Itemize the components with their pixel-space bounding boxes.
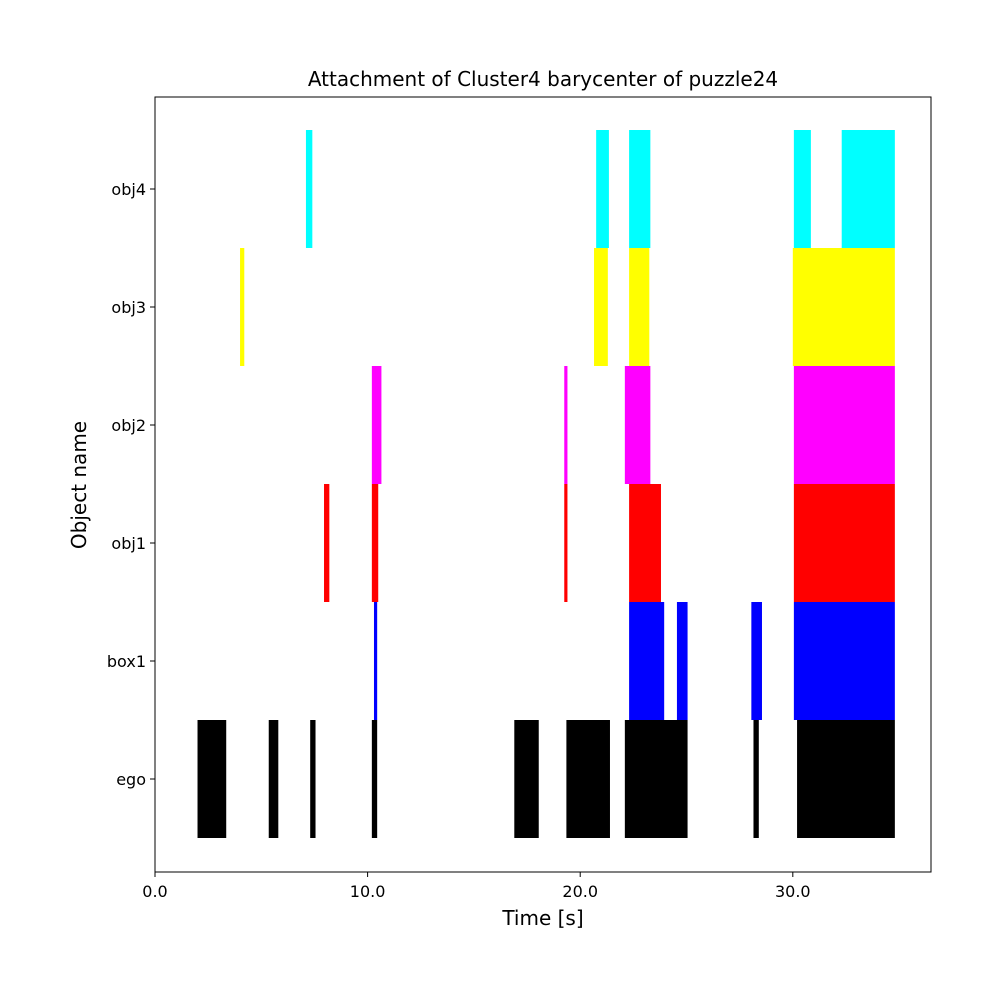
y-ticks: ego box1 obj1 obj2 obj3 obj4: [107, 180, 155, 789]
bar-obj3-2: [629, 248, 650, 366]
x-tick-label-2: 20.0: [562, 882, 598, 901]
bar-ego-7: [753, 720, 759, 838]
bar-obj4-2: [629, 130, 651, 248]
bar-obj4-0: [305, 130, 313, 248]
bar-box1-0: [373, 602, 378, 720]
bar-ego-8: [797, 720, 895, 838]
bar-box1-2: [676, 602, 688, 720]
x-axis-label: Time [s]: [501, 906, 583, 930]
y-tick-label-ego: ego: [116, 770, 146, 789]
x-ticks: 0.0 10.0 20.0 30.0: [142, 872, 811, 901]
bar-obj4-4: [841, 130, 895, 248]
bar-obj1-4: [793, 484, 895, 602]
bar-ego-1: [268, 720, 279, 838]
bar-obj1-3: [629, 484, 661, 602]
bar-obj1-0: [324, 484, 330, 602]
bar-box1-1: [629, 602, 665, 720]
bar-obj4-1: [596, 130, 609, 248]
bar-obj2-2: [624, 366, 651, 484]
bar-obj1-2: [564, 484, 568, 602]
bar-ego-6: [624, 720, 688, 838]
bar-obj3-3: [792, 248, 895, 366]
bar-ego-5: [566, 720, 610, 838]
bar-obj2-0: [371, 366, 382, 484]
bar-ego-2: [310, 720, 316, 838]
bar-ego-0: [197, 720, 227, 838]
y-axis-label: Object name: [67, 421, 91, 549]
bar-obj3-0: [240, 248, 245, 366]
x-tick-label-0: 0.0: [142, 882, 167, 901]
bar-obj3-1: [594, 248, 608, 366]
y-tick-label-obj4: obj4: [111, 180, 146, 199]
bar-obj2-3: [793, 366, 895, 484]
plot-area-frame: [154, 96, 932, 873]
chart-title: Attachment of Cluster4 barycenter of puz…: [308, 67, 778, 91]
x-tick-label-1: 10.0: [350, 882, 386, 901]
bar-box1-4: [793, 602, 895, 720]
y-tick-label-obj3: obj3: [111, 298, 146, 317]
bar-obj4-3: [793, 130, 811, 248]
bar-ego-3: [371, 720, 378, 838]
bar-obj1-1: [371, 484, 379, 602]
x-tick-label-3: 30.0: [775, 882, 811, 901]
y-tick-label-box1: box1: [107, 652, 146, 671]
y-tick-label-obj1: obj1: [111, 534, 146, 553]
bar-ego-4: [514, 720, 539, 838]
y-tick-label-obj2: obj2: [111, 416, 146, 435]
bar-box1-3: [751, 602, 762, 720]
bars-layer: [197, 130, 895, 838]
bar-obj2-1: [564, 366, 568, 484]
